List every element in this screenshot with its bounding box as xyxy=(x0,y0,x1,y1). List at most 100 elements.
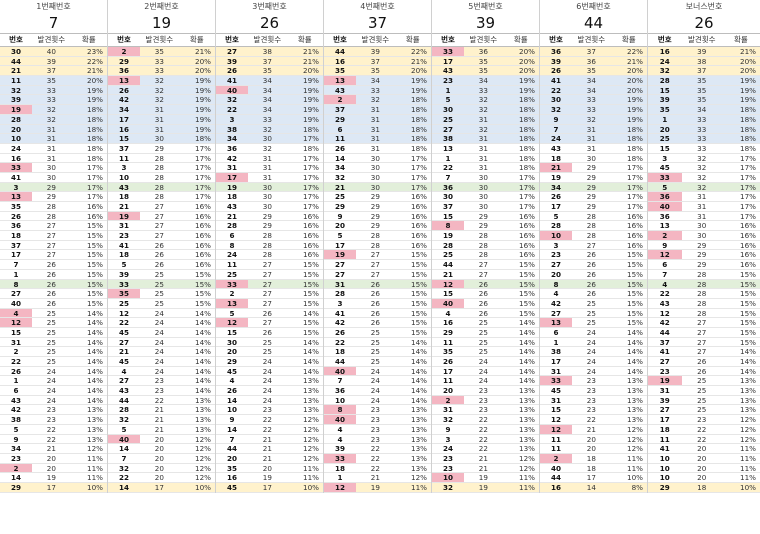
table-row: 10 31 18% xyxy=(0,134,107,144)
count-cell: 22 xyxy=(478,434,488,444)
group-value: 26 xyxy=(216,14,323,34)
table-row: 18 22 12% xyxy=(648,425,760,435)
count-cell: 32 xyxy=(154,76,164,86)
prob-cell: 19% xyxy=(740,95,756,105)
table-row: 26 35 20% xyxy=(540,66,647,77)
number-group: 1번째번호 7 번호 발견횟수 확률 30 40 23% 44 39 22% 21 37 21% 11 35 2… xyxy=(0,0,108,493)
prob-cell: 14% xyxy=(195,376,211,386)
prob-cell: 14% xyxy=(195,366,211,376)
count-cell: 22 xyxy=(46,434,56,444)
table-row: 32 33 19% xyxy=(0,85,107,96)
prob-cell: 21% xyxy=(195,47,211,56)
prob-cell: 15% xyxy=(411,289,427,299)
table-row: 19 27 15% xyxy=(324,250,431,261)
count-cell: 19 xyxy=(478,473,488,483)
number-cell: 26 xyxy=(11,366,22,376)
table-row: 40 26 15% xyxy=(432,298,539,309)
prob-cell: 15% xyxy=(740,337,756,347)
count-cell: 28 xyxy=(262,250,272,260)
number-cell: 24 xyxy=(551,134,562,144)
table-row: 20 29 16% xyxy=(324,221,431,232)
count-cell: 26 xyxy=(478,298,488,308)
number-cell: 10 xyxy=(659,453,670,463)
table-row: 26 28 16% xyxy=(0,212,107,222)
prob-cell: 15% xyxy=(87,250,103,260)
number-cell: 33 xyxy=(540,376,573,385)
number-cell: 26 xyxy=(119,85,130,95)
prob-cell: 14% xyxy=(411,395,427,405)
prob-cell: 13% xyxy=(519,405,535,415)
number-cell: 23 xyxy=(11,453,22,463)
table-row: 29 33 20% xyxy=(108,56,215,67)
number-cell: 32 xyxy=(659,66,670,76)
prob-cell: 16% xyxy=(303,250,319,260)
table-row: 27 23 14% xyxy=(108,376,215,387)
count-cell: 18 xyxy=(586,453,596,463)
number-cell: 42 xyxy=(11,405,22,415)
table-row: 12 19 11% xyxy=(324,482,431,493)
count-cell: 27 xyxy=(262,260,272,270)
count-cell: 25 xyxy=(46,318,56,328)
number-cell: 7 xyxy=(662,269,668,279)
num-header: 번호 xyxy=(441,35,455,44)
count-cell: 31 xyxy=(370,143,380,153)
prob-cell: 18% xyxy=(87,143,103,153)
number-cell: 25 xyxy=(227,269,238,279)
count-cell: 17 xyxy=(46,482,56,492)
table-row: 24 38 20% xyxy=(648,56,760,67)
group-value: 7 xyxy=(0,14,107,34)
number-cell: 32 xyxy=(443,415,454,425)
table-row: 44 39 22% xyxy=(324,47,431,57)
count-cell: 21 xyxy=(262,434,272,444)
count-cell: 34 xyxy=(370,76,380,86)
prob-cell: 17% xyxy=(87,192,103,202)
prob-cell: 12% xyxy=(303,434,319,444)
count-cell: 22 xyxy=(154,395,164,405)
prob-cell: 20% xyxy=(627,85,643,95)
number-cell: 27 xyxy=(227,47,238,56)
count-cell: 27 xyxy=(697,318,707,328)
num-header: 번호 xyxy=(657,35,672,44)
table-row: 9 22 12% xyxy=(216,415,323,425)
number-cell: 2 xyxy=(432,395,465,405)
prob-cell: 13% xyxy=(87,405,103,415)
count-cell: 30 xyxy=(370,163,380,173)
number-cell: 39 xyxy=(11,95,22,105)
number-cell: 12 xyxy=(648,250,682,259)
count-cell: 26 xyxy=(46,260,56,270)
number-cell: 42 xyxy=(119,95,130,105)
prob-cell: 19% xyxy=(303,105,319,115)
count-cell: 20 xyxy=(697,444,707,454)
count-cell: 31 xyxy=(478,143,488,153)
table-row: 33 30 17% xyxy=(0,163,107,173)
count-cell: 34 xyxy=(262,95,272,105)
table-row: 33 25 15% xyxy=(108,279,215,290)
prob-cell: 15% xyxy=(195,279,211,289)
count-cell: 24 xyxy=(478,357,488,366)
table-row: 32 19 11% xyxy=(432,482,539,493)
count-cell: 22 xyxy=(46,424,56,434)
prob-cell: 19% xyxy=(740,76,756,86)
number-cell: 23 xyxy=(443,76,454,86)
number-group: 4번째번호 37 번호 발견횟수 확률 44 39 22% 16 37 21% 35 35 20% 13 34… xyxy=(324,0,432,493)
count-cell: 31 xyxy=(154,114,164,124)
count-cell: 23 xyxy=(586,395,596,405)
number-cell: 41 xyxy=(551,76,562,86)
number-cell: 29 xyxy=(659,482,670,492)
prob-cell: 17% xyxy=(303,182,319,192)
number-cell: 22 xyxy=(119,318,130,328)
prob-cell: 11% xyxy=(519,482,535,492)
number-cell: 20 xyxy=(659,124,670,134)
table-row: 3 32 17% xyxy=(648,154,760,164)
count-cell: 26 xyxy=(46,269,56,279)
number-cell: 21 xyxy=(119,347,130,357)
count-cell: 24 xyxy=(262,395,272,405)
table-row: 16 25 14% xyxy=(432,318,539,328)
prob-cell: 13% xyxy=(519,415,535,425)
table-row: 42 32 19% xyxy=(108,95,215,106)
number-cell: 13 xyxy=(443,143,454,153)
num-header: 번호 xyxy=(9,35,23,44)
table-row: 29 24 14% xyxy=(216,357,323,367)
count-cell: 31 xyxy=(586,124,596,134)
count-cell: 21 xyxy=(478,453,488,463)
